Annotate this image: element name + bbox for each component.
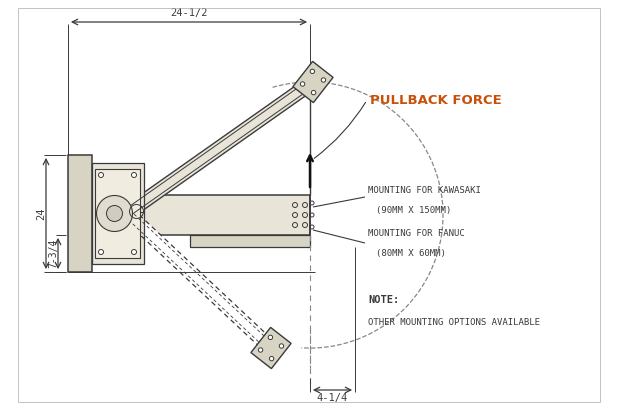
Circle shape xyxy=(300,82,305,86)
Circle shape xyxy=(279,344,284,348)
Polygon shape xyxy=(95,169,140,258)
Text: 4-1/4: 4-1/4 xyxy=(317,393,348,403)
Circle shape xyxy=(96,196,132,231)
Text: MOUNTING FOR FANUC: MOUNTING FOR FANUC xyxy=(368,229,465,238)
Circle shape xyxy=(258,348,263,352)
Circle shape xyxy=(132,173,137,178)
Polygon shape xyxy=(92,163,144,264)
Polygon shape xyxy=(190,235,310,247)
Text: MOUNTING FOR KAWASAKI: MOUNTING FOR KAWASAKI xyxy=(368,186,481,195)
Polygon shape xyxy=(123,76,317,219)
Text: NOTE:: NOTE: xyxy=(368,295,399,305)
Polygon shape xyxy=(293,61,333,103)
Polygon shape xyxy=(122,208,276,353)
Text: (90MM X 150MM): (90MM X 150MM) xyxy=(376,206,451,215)
Text: OTHER MOUNTING OPTIONS AVAILABLE: OTHER MOUNTING OPTIONS AVAILABLE xyxy=(368,318,540,327)
Circle shape xyxy=(269,356,274,361)
Circle shape xyxy=(268,335,273,339)
Circle shape xyxy=(106,206,122,222)
Text: 7-3/4: 7-3/4 xyxy=(48,239,58,268)
Circle shape xyxy=(98,249,103,254)
Polygon shape xyxy=(68,155,92,272)
Circle shape xyxy=(321,78,326,82)
Polygon shape xyxy=(130,195,310,235)
Circle shape xyxy=(98,173,103,178)
Text: 24: 24 xyxy=(36,207,46,220)
Circle shape xyxy=(311,90,316,95)
Circle shape xyxy=(132,249,137,254)
Circle shape xyxy=(310,69,315,74)
Text: PULLBACK FORCE: PULLBACK FORCE xyxy=(370,93,502,106)
Text: 24-1/2: 24-1/2 xyxy=(170,8,208,18)
Text: (80MM X 60MM): (80MM X 60MM) xyxy=(376,249,446,258)
Polygon shape xyxy=(251,328,291,369)
